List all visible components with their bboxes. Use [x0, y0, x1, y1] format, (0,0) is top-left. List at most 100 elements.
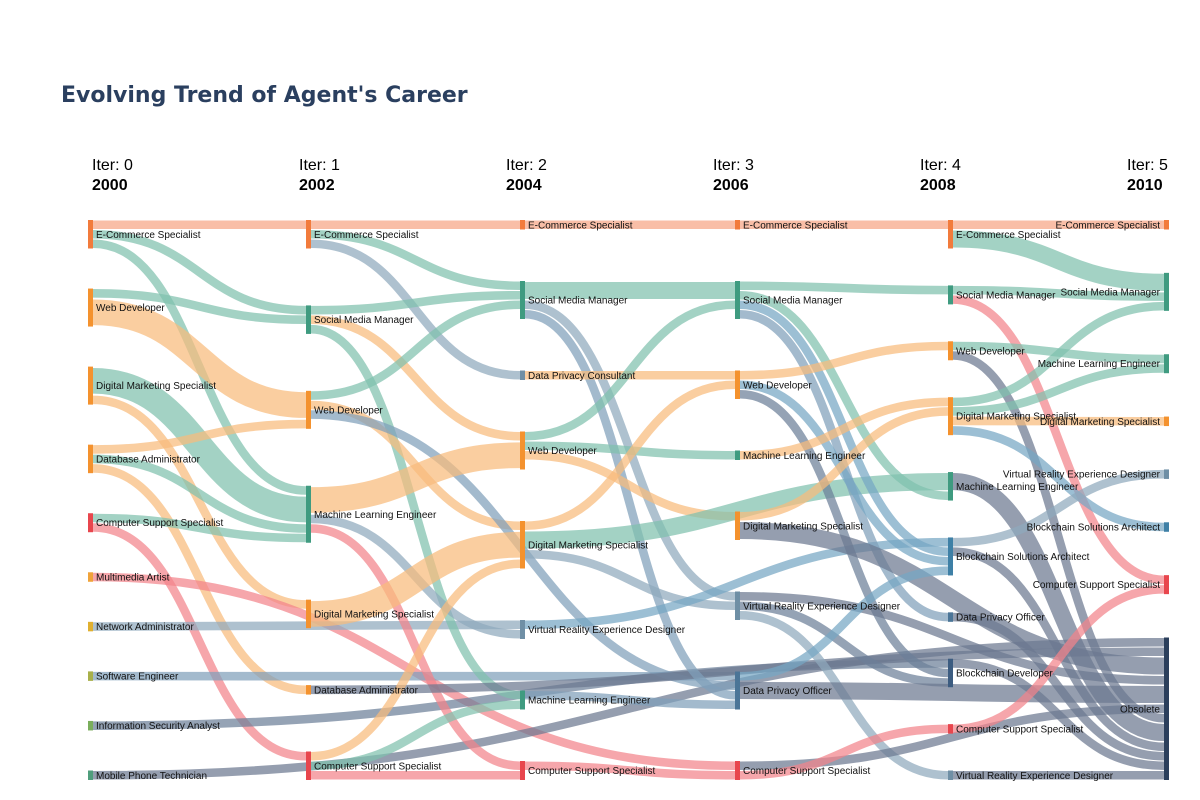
- sankey-node[interactable]: [520, 281, 525, 319]
- sankey-node[interactable]: [306, 485, 311, 543]
- sankey-node[interactable]: [735, 671, 740, 710]
- sankey-node[interactable]: [306, 751, 311, 781]
- sankey-node[interactable]: [520, 370, 525, 381]
- sankey-link[interactable]: [92, 637, 1165, 780]
- sankey-node[interactable]: [948, 612, 953, 622]
- sankey-link[interactable]: [952, 659, 1165, 771]
- sankey-node[interactable]: [948, 537, 953, 576]
- sankey-link[interactable]: [92, 395, 307, 609]
- sankey-link[interactable]: [524, 309, 736, 700]
- sankey-node[interactable]: [1164, 575, 1169, 595]
- sankey-link[interactable]: [739, 380, 949, 566]
- sankey-link[interactable]: [524, 761, 736, 780]
- sankey-node[interactable]: [735, 450, 740, 461]
- sankey-link[interactable]: [310, 315, 521, 441]
- sankey-link[interactable]: [524, 690, 736, 710]
- sankey-link[interactable]: [524, 549, 736, 611]
- sankey-link[interactable]: [952, 426, 1165, 532]
- sankey-node[interactable]: [948, 285, 953, 305]
- sankey-link[interactable]: [310, 324, 521, 700]
- sankey-node[interactable]: [520, 521, 525, 569]
- sankey-link[interactable]: [952, 230, 1165, 291]
- sankey-node[interactable]: [88, 621, 93, 632]
- sankey-link[interactable]: [952, 547, 1165, 752]
- sankey-node[interactable]: [88, 513, 93, 533]
- sankey-link[interactable]: [310, 239, 521, 380]
- sankey-link[interactable]: [524, 300, 736, 441]
- sankey-link[interactable]: [310, 559, 521, 761]
- sankey-link[interactable]: [310, 531, 521, 627]
- sankey-link[interactable]: [310, 290, 521, 315]
- sankey-node[interactable]: [88, 770, 93, 781]
- sankey-link[interactable]: [739, 407, 949, 521]
- sankey-link[interactable]: [92, 419, 307, 454]
- sankey-node[interactable]: [948, 341, 953, 361]
- sankey-node[interactable]: [948, 472, 953, 501]
- sankey-link[interactable]: [92, 229, 307, 315]
- sankey-node[interactable]: [88, 288, 93, 327]
- sankey-link[interactable]: [952, 473, 1165, 742]
- sankey-link[interactable]: [92, 299, 307, 418]
- sankey-node[interactable]: [88, 220, 93, 249]
- sankey-node[interactable]: [520, 690, 525, 710]
- sankey-node[interactable]: [306, 599, 311, 629]
- sankey-node[interactable]: [306, 390, 311, 429]
- sankey-link[interactable]: [739, 566, 949, 681]
- sankey-node[interactable]: [520, 620, 525, 639]
- sankey-link[interactable]: [92, 289, 307, 324]
- sankey-node[interactable]: [735, 281, 740, 319]
- sankey-link[interactable]: [952, 364, 1165, 416]
- sankey-node[interactable]: [1164, 416, 1169, 427]
- sankey-node[interactable]: [1164, 354, 1169, 374]
- sankey-node[interactable]: [1164, 272, 1169, 311]
- sankey-link[interactable]: [952, 351, 1165, 723]
- sankey-node[interactable]: [735, 370, 740, 400]
- sankey-node[interactable]: [948, 220, 953, 249]
- sankey-link[interactable]: [952, 285, 1165, 301]
- sankey-link[interactable]: [310, 300, 521, 400]
- sankey-node[interactable]: [306, 220, 311, 249]
- sankey-link[interactable]: [524, 380, 736, 531]
- sankey-node[interactable]: [735, 761, 740, 780]
- sankey-link[interactable]: [952, 301, 1165, 407]
- sankey-node[interactable]: [1164, 469, 1169, 479]
- sankey-link[interactable]: [739, 724, 949, 780]
- sankey-node[interactable]: [1164, 637, 1169, 781]
- sankey-link[interactable]: [92, 523, 307, 761]
- sankey-node[interactable]: [88, 720, 93, 731]
- sankey-node[interactable]: [948, 770, 953, 781]
- sankey-node[interactable]: [520, 220, 525, 230]
- sankey-link[interactable]: [92, 454, 307, 533]
- sankey-node[interactable]: [306, 685, 311, 695]
- sankey-node[interactable]: [948, 724, 953, 734]
- sankey-link[interactable]: [739, 281, 949, 295]
- sankey-node[interactable]: [948, 658, 953, 688]
- sankey-node[interactable]: [1164, 220, 1169, 230]
- sankey-link[interactable]: [739, 290, 949, 501]
- sankey-node[interactable]: [520, 761, 525, 780]
- sankey-link[interactable]: [952, 612, 1165, 761]
- sankey-node[interactable]: [948, 397, 953, 436]
- sankey-node[interactable]: [1164, 522, 1169, 532]
- sankey-link[interactable]: [92, 368, 307, 523]
- sankey-node[interactable]: [306, 305, 311, 334]
- sankey-link[interactable]: [739, 389, 949, 678]
- sankey-node[interactable]: [735, 591, 740, 621]
- sankey-link[interactable]: [739, 397, 949, 460]
- sankey-node[interactable]: [520, 431, 525, 470]
- sankey-link[interactable]: [952, 295, 1165, 585]
- sankey-link[interactable]: [310, 442, 521, 513]
- sankey-link[interactable]: [952, 469, 1165, 547]
- sankey-link[interactable]: [92, 513, 307, 543]
- sankey-node[interactable]: [735, 511, 740, 541]
- sankey-link[interactable]: [739, 341, 949, 380]
- sankey-node[interactable]: [88, 572, 93, 582]
- sankey-node[interactable]: [88, 444, 93, 474]
- sankey-link[interactable]: [310, 700, 521, 771]
- sankey-node[interactable]: [88, 671, 93, 681]
- sankey-node[interactable]: [88, 366, 93, 405]
- sankey-link[interactable]: [310, 524, 521, 771]
- sankey-link[interactable]: [739, 601, 949, 687]
- sankey-link[interactable]: [952, 585, 1165, 734]
- sankey-link[interactable]: [310, 229, 521, 291]
